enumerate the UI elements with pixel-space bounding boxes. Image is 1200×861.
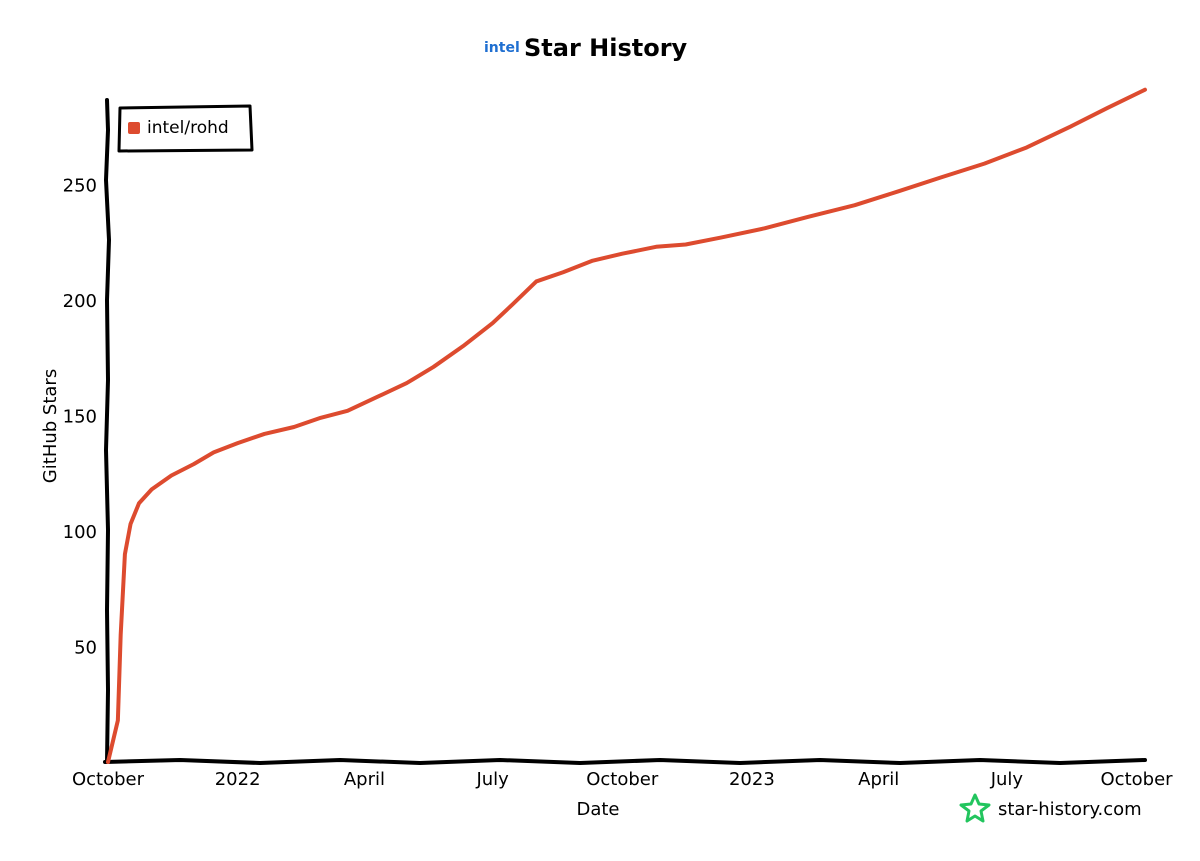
x-tick-label: July: [475, 769, 509, 790]
y-tick-label: 50: [74, 637, 97, 658]
series-point: [511, 303, 514, 306]
series-line-intel-rohd: [106, 87, 1147, 764]
chart-header: intel Star History: [484, 34, 688, 62]
series-point: [292, 425, 295, 428]
watermark: star-history.com: [959, 793, 1142, 823]
series-point: [983, 162, 986, 165]
series-point: [1025, 146, 1028, 149]
series-point: [1143, 88, 1146, 91]
chart-title: Star History: [524, 34, 688, 62]
series-point: [236, 442, 239, 445]
x-tick-label: October: [72, 769, 145, 790]
y-tick-label: 100: [63, 522, 97, 543]
x-tick-label: July: [990, 769, 1024, 790]
x-tick-label: October: [586, 769, 659, 790]
legend-label-intel-rohd: intel/rohd: [147, 118, 229, 138]
series-point: [170, 474, 173, 477]
series-point: [116, 719, 119, 722]
series-point: [562, 271, 565, 274]
series-point: [719, 236, 722, 239]
series-point: [129, 522, 132, 525]
series-point: [106, 760, 109, 763]
x-axis-label: Date: [576, 799, 619, 820]
series-point: [591, 259, 594, 262]
series-point: [319, 416, 322, 419]
series-point: [212, 451, 215, 454]
brand-logo: intel: [484, 40, 520, 56]
series-point: [123, 552, 126, 555]
series-point: [897, 190, 900, 193]
y-tick-label: 250: [63, 175, 97, 196]
series-point: [119, 633, 122, 636]
series-point: [621, 252, 624, 255]
watermark-text: star-history.com: [998, 799, 1142, 820]
legend-box: [117, 104, 254, 153]
series-point: [763, 227, 766, 230]
series-point: [853, 204, 856, 207]
x-tick-label: April: [858, 769, 899, 790]
series-point: [137, 502, 140, 505]
x-tick-label: 2022: [215, 769, 261, 790]
series-point: [405, 382, 408, 385]
y-axis-line: [104, 98, 111, 764]
series-point: [535, 280, 538, 283]
legend-swatch-intel-rohd: [128, 122, 140, 134]
series-point: [654, 245, 657, 248]
series-point: [346, 409, 349, 412]
series-point: [491, 321, 494, 324]
series-point: [376, 395, 379, 398]
x-tick-label: October: [1101, 769, 1174, 790]
x-axis-line: [103, 758, 1147, 765]
series-point: [684, 243, 687, 246]
axes: [103, 98, 1147, 765]
series-point: [1105, 107, 1108, 110]
x-tick-label: April: [344, 769, 385, 790]
series-point: [1069, 125, 1072, 128]
y-tick-label: 200: [63, 291, 97, 312]
x-tick-label: 2023: [729, 769, 775, 790]
series-point: [939, 176, 942, 179]
series-point: [263, 432, 266, 435]
x-tick-labels: October 2022 April July October 2023 April July…: [72, 769, 1173, 790]
star-icon: [959, 793, 991, 823]
series-point: [807, 215, 810, 218]
y-tick-labels: 50 100 150 200 250: [63, 175, 97, 658]
series-layer: [106, 87, 1147, 764]
y-tick-label: 150: [63, 406, 97, 427]
series-point: [461, 345, 464, 348]
legend: intel/rohd: [117, 104, 254, 153]
series-point: [432, 365, 435, 368]
y-axis-label: GitHub Stars: [40, 369, 61, 483]
series-point: [192, 462, 195, 465]
series-point: [150, 488, 153, 491]
